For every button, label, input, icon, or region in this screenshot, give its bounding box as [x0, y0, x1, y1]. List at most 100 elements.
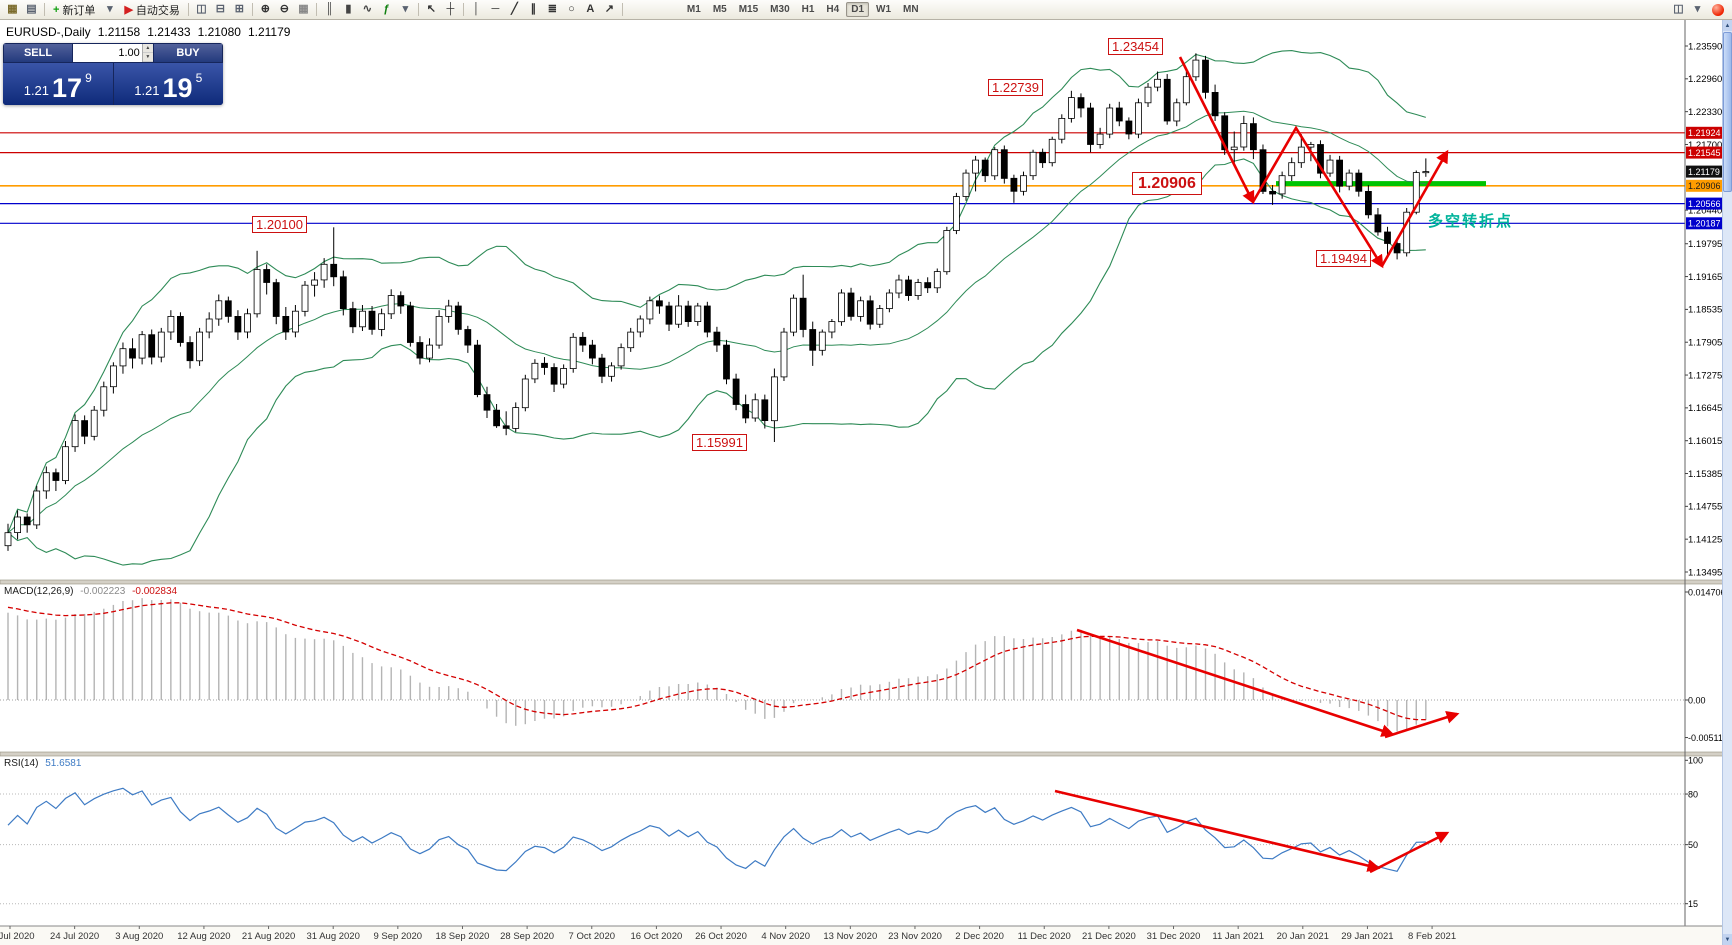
chart-title-ohlc: EURUSD-,Daily 1.21158 1.21433 1.21080 1.2117… [6, 25, 297, 39]
profiles[interactable]: ▤ [22, 1, 41, 18]
price-axis-tick: 1.18535 [1688, 305, 1722, 316]
scroll-up-button[interactable]: ▲ [1723, 20, 1732, 31]
tile-horizontally-icon: ⊟ [215, 3, 226, 15]
periods-dropdown[interactable]: ▾ [396, 1, 415, 18]
scroll-thumb[interactable] [1723, 32, 1732, 192]
macd-histogram [7, 598, 1427, 732]
candlestick-mode[interactable]: ▮ [339, 1, 358, 18]
channel-tool[interactable]: ∥ [524, 1, 543, 18]
ohlc-high: 1.21433 [147, 25, 191, 39]
trendline-tool[interactable]: ╱ [505, 1, 524, 18]
tile-vertically[interactable]: ⊞ [230, 1, 249, 18]
buy-price-pips: 19 [162, 73, 193, 104]
timeframe-m15[interactable]: M15 [738, 4, 759, 15]
zoom-out[interactable]: ⊖ [275, 1, 294, 18]
ohlc-open: 1.21158 [97, 25, 141, 39]
shapes-tool-icon: ○ [568, 3, 575, 15]
text-tool-icon: A [586, 3, 595, 15]
line-chart-mode[interactable]: ∿ [358, 1, 377, 18]
chart-dropdown[interactable]: ▾ [100, 1, 119, 18]
scroll-down-button[interactable]: ▼ [1723, 934, 1732, 945]
price-axis-tick: 1.16015 [1688, 436, 1722, 447]
date-label: 28 Sep 2020 [500, 931, 554, 942]
volume-input[interactable] [73, 44, 142, 62]
timeframe-d1[interactable]: D1 [846, 2, 870, 17]
price-callout[interactable]: 1.20906 [1132, 172, 1202, 195]
date-label: 20 Jan 2021 [1277, 931, 1329, 942]
panel-splitter[interactable] [0, 751, 1732, 757]
sell-button[interactable]: SELL [3, 43, 73, 63]
new-order[interactable]: + 新订单 [48, 1, 100, 18]
timeframe-m30[interactable]: M30 [770, 4, 790, 15]
horizontal-line-tool[interactable]: ─ [486, 1, 505, 18]
level-price-label-text: 1.20566 [1688, 199, 1721, 209]
indicators[interactable]: ƒ [377, 1, 396, 18]
panel-splitter[interactable] [0, 579, 1732, 585]
arrows-tool[interactable]: ↗ [600, 1, 619, 18]
crosshair-tool-icon: ┼ [446, 3, 455, 15]
timeframe-mn[interactable]: MN [903, 4, 919, 15]
trend-arrow-rebound-up[interactable] [1380, 149, 1449, 267]
bar-chart-mode[interactable]: ║ [320, 1, 339, 18]
crosshair-tool[interactable]: ┼ [441, 1, 460, 18]
timeframe-m5[interactable]: M5 [712, 4, 727, 15]
buy-price-figure: 1.21 [134, 83, 160, 98]
trend-arrow-macd-turn-up[interactable] [1384, 710, 1460, 739]
window-layout-icon: ◫ [1673, 3, 1684, 15]
tile-windows[interactable]: ◫ [192, 1, 211, 18]
date-label: 4 Nov 2020 [761, 931, 810, 942]
volume-down-icon[interactable]: ▼ [142, 53, 153, 62]
trend-arrow-bounce-and-drop[interactable] [1251, 125, 1384, 269]
macd-signal-value: -0.002834 [132, 586, 178, 597]
sell-price-figure: 1.21 [23, 83, 50, 98]
timeframe-h1[interactable]: H1 [801, 4, 815, 15]
macd-title: MACD(12,26,9) [4, 586, 74, 597]
more-options[interactable]: ▾ [1688, 1, 1707, 18]
fibonacci-tool[interactable]: ≣ [543, 1, 562, 18]
zoom-in[interactable]: ⊕ [256, 1, 275, 18]
toolbar-separator [462, 3, 464, 16]
price-axis-tick: 1.17905 [1688, 338, 1722, 349]
new-chart[interactable]: ▦ [3, 1, 22, 18]
sell-price[interactable]: 1.21 17 9 [3, 63, 113, 105]
cursor-tool[interactable]: ↖ [422, 1, 441, 18]
grid-toggle[interactable]: ▦ [294, 1, 313, 18]
candlestick-series [4, 53, 1430, 551]
price-callout[interactable]: 1.23454 [1108, 38, 1163, 55]
price-axis-tick: 1.19795 [1688, 239, 1722, 250]
text-tool[interactable]: A [581, 1, 600, 18]
level-price-label [1686, 217, 1723, 230]
trend-arrow-rsi-turn-up[interactable] [1369, 831, 1450, 874]
shapes-tool[interactable]: ○ [562, 1, 581, 18]
timeframe-h4[interactable]: H4 [826, 4, 840, 15]
trend-arrow-down-leg-1[interactable] [1178, 56, 1255, 205]
vertical-line-tool[interactable]: │ [467, 1, 486, 18]
buy-price[interactable]: 1.21 19 5 [113, 63, 223, 105]
price-axis-tick: 1.15385 [1688, 469, 1722, 480]
community-icon[interactable] [1712, 3, 1724, 16]
green-support-line[interactable] [1276, 181, 1486, 187]
price-axis-tick: 1.14125 [1688, 535, 1722, 546]
price-callout[interactable]: 1.22739 [988, 79, 1043, 96]
date-label: 26 Oct 2020 [695, 931, 747, 942]
date-label: 13 Nov 2020 [823, 931, 877, 942]
timeframe-m1[interactable]: M1 [686, 4, 701, 15]
tile-horizontally[interactable]: ⊟ [211, 1, 230, 18]
level-price-label-text: 1.21924 [1688, 128, 1721, 138]
price-callout[interactable]: 1.20100 [252, 216, 307, 233]
price-callout[interactable]: 1.15991 [692, 434, 747, 451]
level-price-label-text: 1.21545 [1688, 148, 1721, 158]
turning-point-note[interactable]: 多空转折点 [1428, 213, 1514, 230]
arrows-tool-icon: ↗ [604, 3, 615, 15]
volume-up-icon[interactable]: ▲ [142, 44, 153, 53]
price-callout[interactable]: 1.19494 [1316, 250, 1371, 267]
buy-button[interactable]: BUY [153, 43, 223, 63]
vertical-scrollbar[interactable]: ▲ ▼ [1722, 20, 1732, 945]
macd-axis-tick: 0.00 [1688, 695, 1706, 705]
timeframe-w1[interactable]: W1 [876, 4, 892, 15]
window-layout[interactable]: ◫ [1669, 1, 1688, 18]
trend-arrow-macd-downtrend[interactable] [1076, 628, 1395, 737]
trend-arrow-rsi-downtrend[interactable] [1054, 789, 1381, 872]
auto-trading[interactable]: ▶ 自动交易 [119, 1, 184, 18]
